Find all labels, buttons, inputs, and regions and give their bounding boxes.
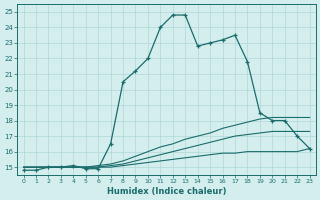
X-axis label: Humidex (Indice chaleur): Humidex (Indice chaleur) xyxy=(107,187,226,196)
